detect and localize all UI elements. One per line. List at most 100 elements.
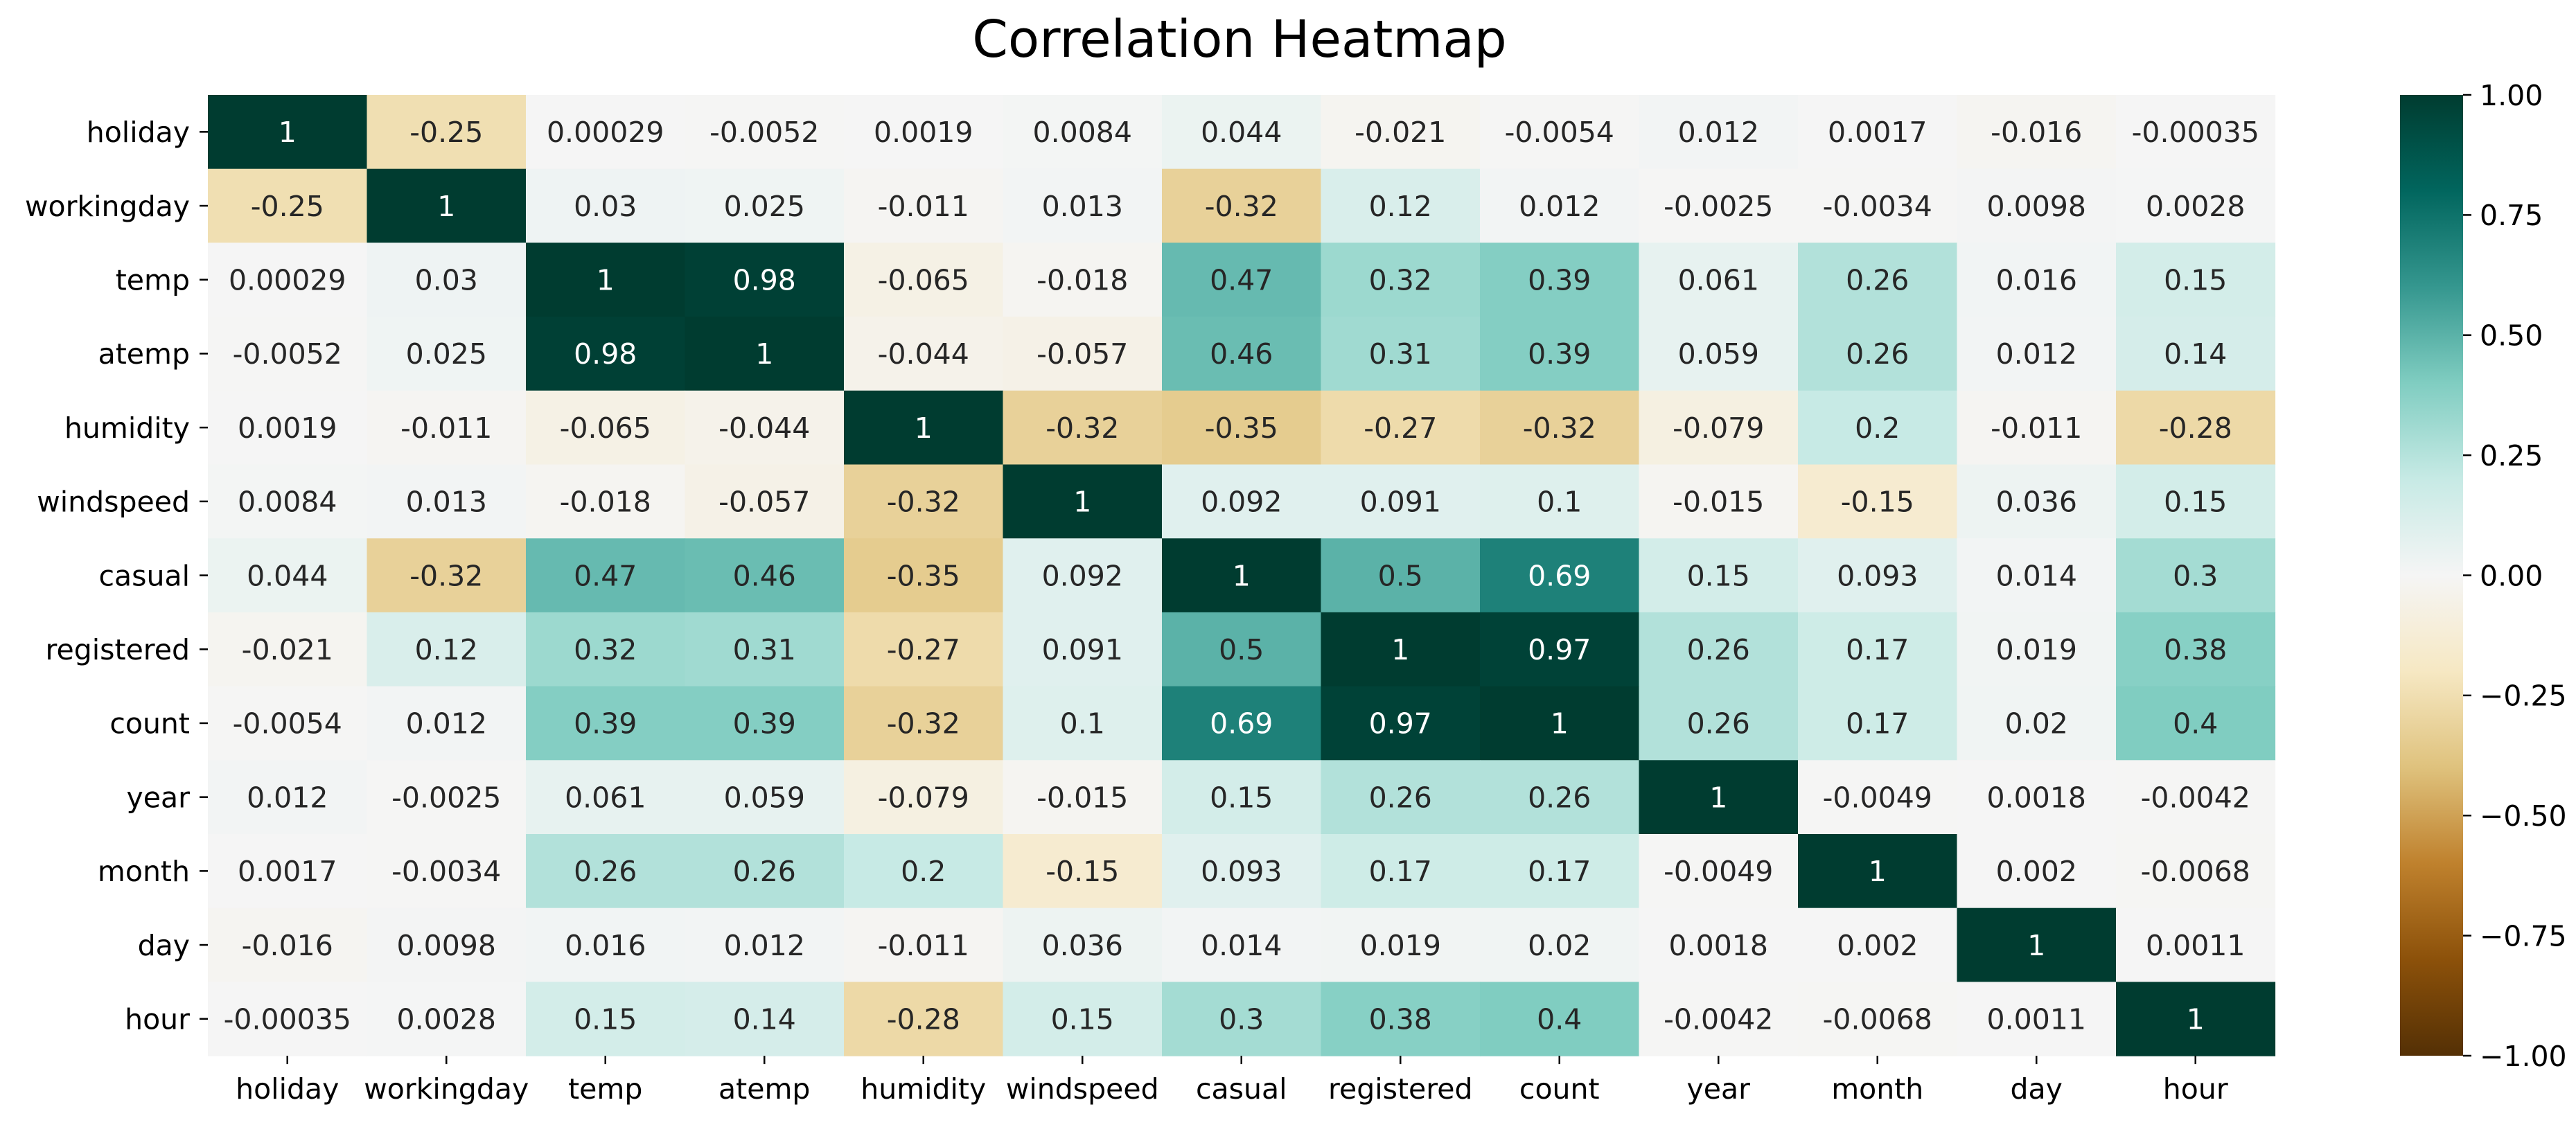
cell-value-label: 0.3 [1219,1003,1264,1036]
heatmap-cell [1003,907,1163,982]
cell-value-label: 1 [1073,486,1091,519]
x-tick-label: casual [1196,1072,1287,1106]
cell-value-label: 1 [1233,559,1251,592]
heatmap-cell [1480,538,1640,613]
cell-value-label: 0.97 [1528,633,1591,666]
chart-title: Correlation Heatmap [972,10,1507,69]
heatmap-cell [1639,834,1799,909]
cell-value-label: 0.092 [1201,486,1282,519]
heatmap-cell [1003,686,1163,761]
heatmap-cell [1957,317,2117,391]
heatmap-cell [1480,95,1640,170]
cell-value-label: 0.013 [1042,190,1123,223]
cell-value-label: -0.016 [1991,116,2082,149]
cell-value-label: 0.5 [1219,633,1264,666]
heatmap-cell [1798,907,1958,982]
heatmap-cell [685,390,845,466]
cell-value-label: -0.079 [1673,411,1764,445]
cell-value-label: -0.021 [1355,116,1446,149]
heatmap-cell [685,982,845,1056]
heatmap-cell [1639,242,1799,317]
cell-value-label: 0.17 [1528,855,1591,888]
cell-value-label: -0.0052 [233,337,342,371]
heatmap-cell [1162,907,1322,982]
heatmap-cell [2116,317,2276,391]
heatmap-cell [1321,317,1481,391]
cell-value-label: -0.32 [1205,190,1278,223]
heatmap-cell [1957,612,2117,687]
heatmap-cell [1798,982,1958,1056]
cell-value-label: -0.0049 [1664,855,1773,888]
x-tick-label: holiday [236,1072,339,1106]
heatmap-cell [1957,242,2117,317]
cell-value-label: -0.018 [560,486,651,519]
cell-value-label: 0.38 [1369,1003,1432,1036]
heatmap-cell [208,95,368,170]
cell-value-label: -0.0042 [2141,781,2250,814]
heatmap-cell [208,168,368,243]
cell-value-label: 1 [1391,633,1409,666]
heatmap-cell [1162,612,1322,687]
heatmap-cell [1480,317,1640,391]
heatmap-cell [1321,168,1481,243]
x-tick-label: workingday [364,1072,529,1106]
cell-value-label: 0.019 [1996,633,2077,666]
cell-value-label: -0.057 [1036,337,1128,371]
cell-value-label: -0.28 [2159,411,2232,445]
colorbar-tick-label: −1.00 [2480,1040,2567,1073]
heatmap-cell [2116,464,2276,539]
cell-value-label: 0.26 [733,855,796,888]
colorbar: 1.00 0.75 0.50 0.25 0.00 −0.25 −0.50 −0.75 −1.00 [2400,79,2567,1073]
heatmap-cell [1162,464,1322,539]
heatmap-cell [1003,390,1163,466]
x-tick-label: temp [568,1072,642,1106]
heatmap-cell [1162,982,1322,1056]
heatmap-cell [844,982,1004,1056]
cell-value-label: -0.0068 [2141,855,2250,888]
cell-value-label: 0.26 [574,855,637,888]
heatmap-cell [526,834,686,909]
x-tick-label: hour [2163,1072,2228,1106]
cell-value-label: 0.46 [1210,337,1273,371]
cell-value-label: 0.15 [1210,781,1273,814]
heatmap-cell [1480,834,1640,909]
heatmap-cell [526,907,686,982]
cell-value-label: 0.016 [565,929,646,962]
cell-value-label: -0.15 [1046,855,1119,888]
cell-value-label: -0.021 [242,633,333,666]
heatmap-cell [208,538,368,613]
heatmap-cell [844,464,1004,539]
heatmap-cell [1798,538,1958,613]
heatmap-cell [844,242,1004,317]
heatmap-cell [208,242,368,317]
cell-value-label: 1 [597,264,615,297]
colorbar-tick-label: −0.75 [2480,919,2567,953]
heatmap-cell [1639,686,1799,761]
heatmap-cell [1321,612,1481,687]
heatmap-cell [844,390,1004,466]
heatmap-cell [1321,95,1481,170]
heatmap-cell [367,242,527,317]
cell-value-label: -0.32 [1046,411,1119,445]
cell-value-label: 0.1 [1060,707,1105,741]
x-tick-label: day [2011,1072,2063,1106]
heatmap-cell [1480,168,1640,243]
cell-value-label: 0.002 [1837,929,1918,962]
heatmap-cell [1957,982,2117,1056]
y-tick-label: atemp [98,337,190,371]
heatmap-cell [685,686,845,761]
heatmap-cell [844,686,1004,761]
cell-value-label: 0.0017 [1828,116,1927,149]
heatmap-cell-annotations: 1 -0.25 0.00029 -0.0052 0.0019 0.0084 0.044 -0.… [224,116,2259,1036]
heatmap-cell [2116,390,2276,466]
cell-value-label: -0.0034 [391,855,501,888]
cell-value-label: -0.28 [887,1003,960,1036]
heatmap-cell [1639,907,1799,982]
heatmap-cell [1957,760,2117,835]
cell-value-label: 0.0098 [397,929,496,962]
x-tick-label: atemp [718,1072,810,1106]
heatmap-cell [367,538,527,613]
heatmap-cell [685,612,845,687]
heatmap-cell [1321,907,1481,982]
heatmap-cell [1957,538,2117,613]
